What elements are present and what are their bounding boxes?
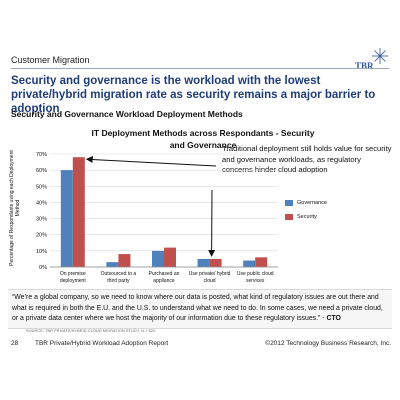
legend-item-governance: Governance <box>285 196 327 210</box>
y-tick-label: 40% <box>36 200 47 206</box>
chart-title: IT Deployment Methods across Respondants… <box>91 128 315 150</box>
x-tick-label: Use private/ hybrid <box>189 271 231 277</box>
x-tick-label: deployment <box>60 278 86 284</box>
y-tick-label: 20% <box>36 233 47 239</box>
quote-text: “We’re a global company, so we need to k… <box>12 294 383 322</box>
source-note: SOURCE: TBR PRIVATE/HYBRID CLOUD MIGRATI… <box>26 329 156 333</box>
x-tick-label: cloud <box>204 278 216 284</box>
tbr-logo: TBR <box>355 48 388 71</box>
callout-arrow-on-premise <box>85 156 217 167</box>
x-tick-label: Outsourced to a <box>101 271 137 277</box>
page-number: 28 <box>11 340 19 347</box>
chart-subhead: Security and Governance Workload Deploym… <box>11 109 243 119</box>
report-title: TBR Private/Hybrid Workload Adoption Rep… <box>35 340 169 347</box>
headline: Security and governance is the workload … <box>11 75 376 115</box>
quote-box: “We’re a global company, so we need to k… <box>8 289 392 329</box>
y-tick-label: 0% <box>39 265 47 271</box>
bar-security-2 <box>164 247 176 267</box>
bar-security-0 <box>72 157 85 267</box>
legend-label-governance: Governance <box>297 200 327 206</box>
x-tick-label: appliance <box>153 278 175 284</box>
y-tick-label: 10% <box>36 249 47 255</box>
bar-governance-0 <box>60 170 73 267</box>
bar-security-1 <box>118 254 131 267</box>
copyright: ©2012 Technology Business Research, Inc. <box>265 340 391 347</box>
x-tick-label: Use public cloud <box>237 271 274 277</box>
logo-star-icon <box>372 48 388 64</box>
bar-governance-1 <box>106 262 119 267</box>
customer-quote: “We’re a global company, so we need to k… <box>12 293 388 325</box>
y-tick-label: 30% <box>36 217 47 223</box>
x-tick-label: Purchased an <box>149 271 180 277</box>
logo-text: TBR <box>355 61 374 71</box>
x-tick-label: services <box>246 278 265 284</box>
callout-arrows <box>85 156 217 257</box>
y-tick-label: 50% <box>36 184 47 190</box>
bar-governance-2 <box>152 250 164 267</box>
x-tick-label: third party <box>107 278 130 284</box>
header-rule <box>11 68 389 69</box>
bar-governance-4 <box>243 260 256 267</box>
legend-swatch-security <box>285 214 293 220</box>
legend-item-security: Security <box>285 210 327 224</box>
legend: Governance Security <box>285 196 327 224</box>
section-label: Customer Migration <box>11 55 90 65</box>
x-tick-label: On premise <box>60 271 86 277</box>
bar-governance-3 <box>197 258 210 267</box>
bar-security-4 <box>255 257 268 267</box>
callout-text: Traditional deployment still holds value… <box>222 144 392 174</box>
legend-swatch-governance <box>285 200 293 206</box>
bars <box>60 157 268 267</box>
quote-attribution: CTO <box>326 315 341 322</box>
y-tick-label: 70% <box>36 152 47 158</box>
y-tick-label: 60% <box>36 168 47 174</box>
bar-security-3 <box>209 258 222 267</box>
y-tick-labels: 0% 10% 20% 30% 40% 50% 60% 70% <box>36 152 47 271</box>
legend-label-security: Security <box>297 214 317 220</box>
